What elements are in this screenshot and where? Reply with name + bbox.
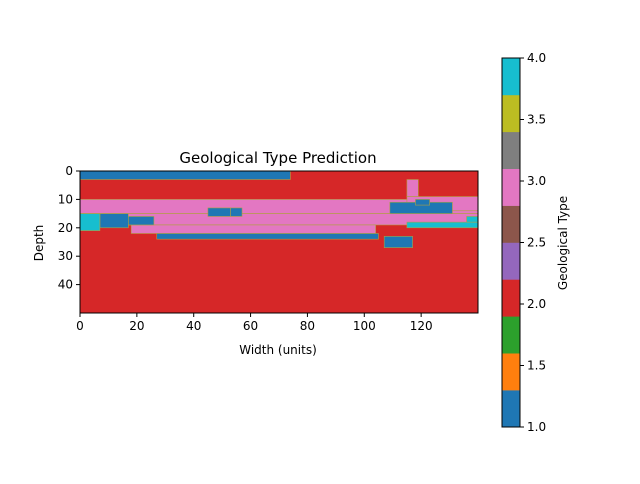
heatmap-region (406, 179, 419, 197)
y-tick-label: 10 (58, 192, 73, 206)
colorbar-segment (502, 353, 520, 391)
colorbar-segment (502, 390, 520, 428)
x-tick-label: 60 (243, 319, 258, 333)
colorbar-tick-label: 1.0 (527, 420, 546, 434)
colorbar-tick-label: 4.0 (527, 51, 546, 65)
heatmap-region (383, 236, 413, 248)
heatmap-region (128, 216, 155, 226)
chart-title: Geological Type Prediction (179, 149, 376, 167)
heatmap-region (99, 213, 129, 229)
y-tick-label: 40 (58, 278, 73, 292)
colorbar-segment (502, 205, 520, 243)
x-tick-label: 40 (186, 319, 201, 333)
colorbar-tick-label: 2.5 (527, 236, 546, 250)
colorbar-label: Geological Type (556, 196, 570, 290)
heatmap-region (230, 207, 243, 217)
plot-frame (79, 170, 479, 314)
y-axis: 0 10 20 30 40 (58, 164, 80, 292)
x-tick-label: 100 (353, 319, 376, 333)
colorbar-segment (502, 131, 520, 169)
colorbar-segment (502, 58, 520, 96)
heatmap-region (156, 233, 379, 240)
colorbar-segment (502, 242, 520, 280)
heatmap-region (79, 170, 291, 180)
colorbar-tick-label: 3.0 (527, 174, 546, 188)
heatmap-region (207, 207, 231, 217)
y-tick-label: 20 (58, 221, 73, 235)
colorbar-segment (502, 316, 520, 354)
x-tick-label: 20 (129, 319, 144, 333)
heatmap-region (406, 221, 479, 229)
heatmap-region (79, 213, 101, 231)
colorbar: 1.0 1.5 2.0 2.5 3.0 3.5 4.0 (501, 51, 546, 434)
y-tick-label: 30 (58, 249, 73, 263)
y-tick-label: 0 (65, 164, 73, 178)
colorbar-segment (502, 168, 520, 206)
colorbar-segment (502, 279, 520, 317)
x-axis: 0 20 40 60 80 100 120 (76, 313, 433, 333)
colorbar-segment (502, 94, 520, 133)
x-tick-label: 80 (300, 319, 315, 333)
x-tick-label: 120 (410, 319, 433, 333)
y-axis-label: Depth (32, 225, 46, 262)
colorbar-tick-label: 1.5 (527, 359, 546, 373)
x-axis-label: Width (units) (239, 343, 317, 357)
colorbar-tick-label: 2.0 (527, 297, 546, 311)
heatmap-region (415, 199, 430, 206)
plot-area (79, 170, 479, 314)
colorbar-tick-label: 3.5 (527, 113, 546, 127)
x-tick-label: 0 (76, 319, 84, 333)
heatmap-region (130, 224, 376, 234)
heatmap-region (466, 216, 479, 223)
